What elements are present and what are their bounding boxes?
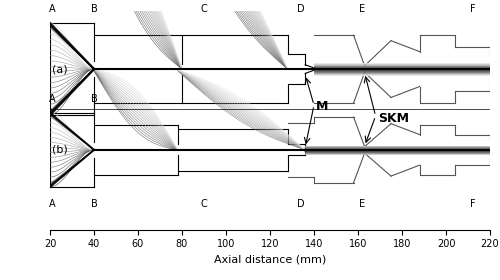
- Text: B: B: [90, 199, 98, 209]
- Text: F: F: [470, 4, 475, 15]
- Text: SKM: SKM: [378, 112, 409, 125]
- Text: B: B: [90, 94, 98, 104]
- Text: F: F: [470, 199, 475, 209]
- Text: B: B: [90, 4, 98, 15]
- Text: D: D: [297, 4, 304, 15]
- Text: A: A: [49, 4, 56, 15]
- X-axis label: Axial distance (mm): Axial distance (mm): [214, 255, 326, 265]
- Text: E: E: [360, 199, 366, 209]
- Text: C: C: [200, 199, 207, 209]
- Text: (b): (b): [52, 145, 68, 155]
- Text: A: A: [49, 94, 56, 104]
- Text: A: A: [49, 199, 56, 209]
- Text: D: D: [297, 199, 304, 209]
- Text: M: M: [316, 100, 328, 113]
- Text: C: C: [200, 4, 207, 15]
- Text: E: E: [360, 4, 366, 15]
- Text: (a): (a): [52, 64, 68, 74]
